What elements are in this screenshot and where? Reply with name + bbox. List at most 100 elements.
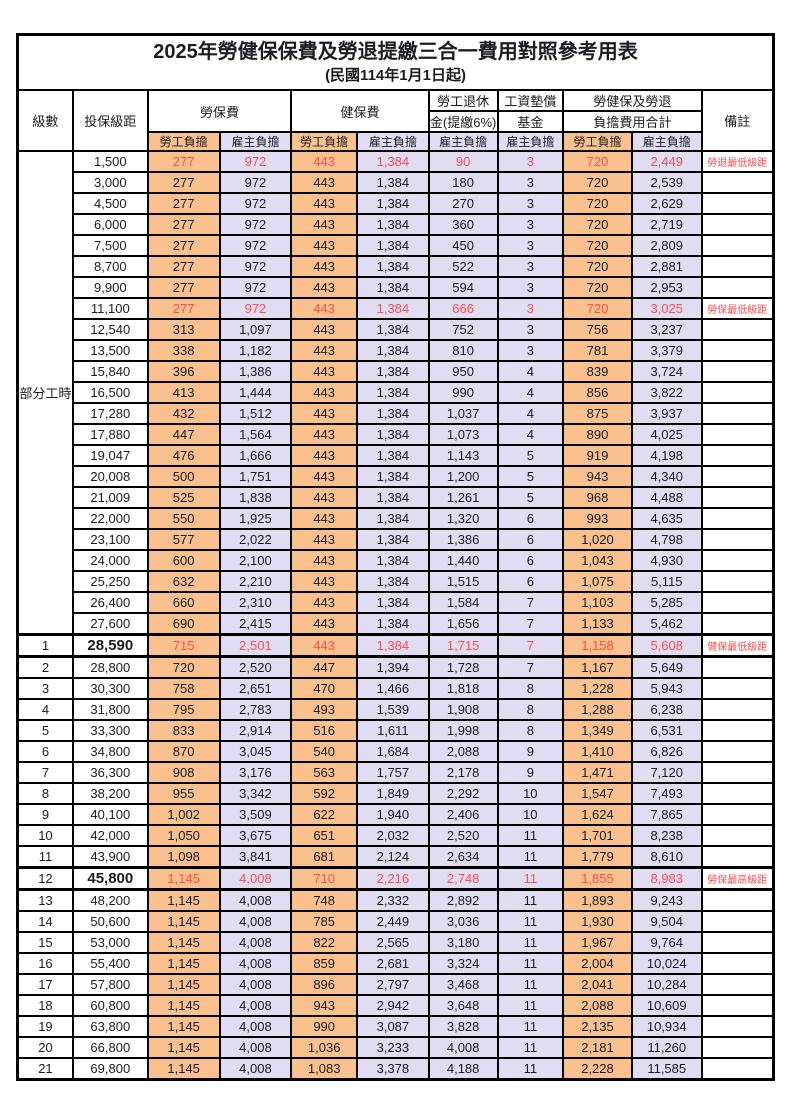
- cell-total-employer: 5,462: [630, 612, 703, 636]
- cell-labor-employee: 632: [146, 570, 221, 593]
- cell-pension-employer: 1,386: [427, 528, 499, 551]
- cell-pension-employer: 810: [427, 339, 499, 362]
- cell-pension-employer: 3,036: [427, 910, 499, 933]
- cell-health-employee: 516: [290, 719, 358, 742]
- cell-pension-employer: 3,324: [427, 952, 499, 975]
- cell-note: [700, 845, 775, 869]
- cell-labor-employer: 1,751: [218, 465, 293, 488]
- cell-pension-employer: 990: [427, 381, 499, 404]
- cell-total-employer: 5,115: [630, 570, 703, 593]
- cell-total-employer: 4,488: [630, 486, 703, 509]
- cell-wage-fund-employer: 4: [496, 423, 565, 446]
- cell-total-employer: 5,608: [630, 633, 703, 658]
- table-row: 4,500 277 972 443 1,384 270 3 720 2,629: [18, 192, 775, 215]
- cell-pension-employer: 4,188: [427, 1057, 499, 1081]
- cell-total-employer: 7,120: [630, 761, 703, 784]
- cell-note: [700, 952, 775, 975]
- cell-pension-employer: 270: [427, 192, 499, 215]
- table-row: 2 28,800 720 2,520 447 1,394 1,728 7 1,167 5,649: [16, 655, 775, 679]
- cell-labor-employee: 525: [146, 486, 221, 509]
- cell-total-employer: 3,724: [630, 360, 703, 383]
- cell-health-employer: 1,384: [355, 633, 430, 658]
- cell-wage-fund-employer: 3: [496, 297, 565, 320]
- cell-total-employee: 1,967: [562, 931, 633, 954]
- cell-labor-employer: 1,512: [218, 402, 293, 425]
- cell-labor-employer: 2,310: [218, 591, 293, 614]
- cell-health-employer: 1,384: [355, 150, 430, 173]
- cell-level: 20: [16, 1036, 74, 1059]
- cell-wage-fund-employer: 5: [496, 465, 565, 488]
- subheader-health-employee: 勞工負擔: [290, 131, 358, 152]
- cell-health-employer: 1,384: [355, 591, 430, 614]
- subheader-labor-employer: 雇主負擔: [218, 131, 293, 152]
- cell-pension-employer: 1,073: [427, 423, 499, 446]
- cell-wage-fund-employer: 6: [496, 528, 565, 551]
- cell-total-employee: 1,410: [562, 740, 633, 763]
- cell-wage-fund-employer: 7: [496, 655, 565, 679]
- cell-health-employer: 1,384: [355, 486, 430, 509]
- cell-note: [700, 549, 775, 572]
- cell-pension-employer: 1,261: [427, 486, 499, 509]
- table-row: 4 31,800 795 2,783 493 1,539 1,908 8 1,288 6,238: [16, 698, 775, 721]
- cell-note: [700, 255, 775, 278]
- cell-level: 2: [16, 655, 74, 679]
- cell-health-employer: 1,384: [355, 297, 430, 320]
- cell-total-employer: 2,719: [630, 213, 703, 236]
- cell-wage-fund-employer: 6: [496, 549, 565, 572]
- cell-health-employee: 493: [290, 698, 358, 721]
- cell-total-employer: 8,610: [630, 845, 703, 869]
- cell-total-employer: 4,635: [630, 507, 703, 530]
- cell-total-employee: 1,701: [562, 824, 633, 847]
- col-header-wage-fund-line2: 基金: [496, 110, 565, 133]
- table-row: 1 28,590 715 2,501 443 1,384 1,715 7 1,158 5,608 健…: [16, 633, 775, 658]
- cell-bracket: 57,800: [71, 973, 149, 996]
- cell-health-employee: 443: [290, 423, 358, 446]
- cell-note: [700, 171, 775, 194]
- cell-total-employer: 2,539: [630, 171, 703, 194]
- cell-labor-employer: 972: [218, 213, 293, 236]
- cell-health-employee: 592: [290, 782, 358, 805]
- cell-health-employer: 2,565: [355, 931, 430, 954]
- col-header-pension-line2: 金(提繳6%): [427, 110, 499, 133]
- cell-total-employee: 943: [562, 465, 633, 488]
- col-header-labor-insurance: 勞保費: [146, 89, 293, 133]
- cell-pension-employer: 1,515: [427, 570, 499, 593]
- cell-health-employee: 681: [290, 845, 358, 869]
- cell-health-employee: 622: [290, 803, 358, 826]
- cell-total-employer: 10,284: [630, 973, 703, 996]
- cell-health-employee: 447: [290, 655, 358, 679]
- cell-note: [700, 740, 775, 763]
- table-row: 23,100 577 2,022 443 1,384 1,386 6 1,020 4,798: [18, 528, 775, 551]
- cell-labor-employee: 1,145: [146, 910, 221, 933]
- cell-health-employer: 1,757: [355, 761, 430, 784]
- cell-bracket: 28,590: [71, 633, 149, 658]
- cell-bracket: 43,900: [71, 845, 149, 869]
- cell-health-employer: 1,384: [355, 339, 430, 362]
- cell-note: [700, 803, 775, 826]
- cell-labor-employee: 1,145: [146, 1057, 221, 1081]
- table-row: 9 40,100 1,002 3,509 622 1,940 2,406 10 1,624 7,8…: [16, 803, 775, 826]
- cell-health-employer: 1,384: [355, 318, 430, 341]
- cell-health-employee: 443: [290, 528, 358, 551]
- cell-labor-employee: 660: [146, 591, 221, 614]
- cell-health-employer: 1,384: [355, 423, 430, 446]
- table-row: 13,500 338 1,182 443 1,384 810 3 781 3,379: [18, 339, 775, 362]
- subheader-wage-fund-employer: 雇主負擔: [496, 131, 565, 152]
- cell-note: [700, 234, 775, 257]
- cell-labor-employee: 1,145: [146, 866, 221, 891]
- cell-total-employee: 720: [562, 171, 633, 194]
- cell-labor-employee: 413: [146, 381, 221, 404]
- cell-note: [700, 213, 775, 236]
- cell-health-employer: 1,849: [355, 782, 430, 805]
- cell-wage-fund-employer: 5: [496, 486, 565, 509]
- col-header-health-insurance: 健保費: [290, 89, 430, 133]
- cell-note: 勞保最低級距: [700, 297, 775, 320]
- cell-pension-employer: 2,520: [427, 824, 499, 847]
- cell-bracket: 40,100: [71, 803, 149, 826]
- cell-wage-fund-employer: 10: [496, 782, 565, 805]
- cell-note: [700, 994, 775, 1017]
- cell-health-employee: 443: [290, 633, 358, 658]
- cell-wage-fund-employer: 8: [496, 698, 565, 721]
- cell-health-employer: 2,216: [355, 866, 430, 891]
- cell-health-employee: 563: [290, 761, 358, 784]
